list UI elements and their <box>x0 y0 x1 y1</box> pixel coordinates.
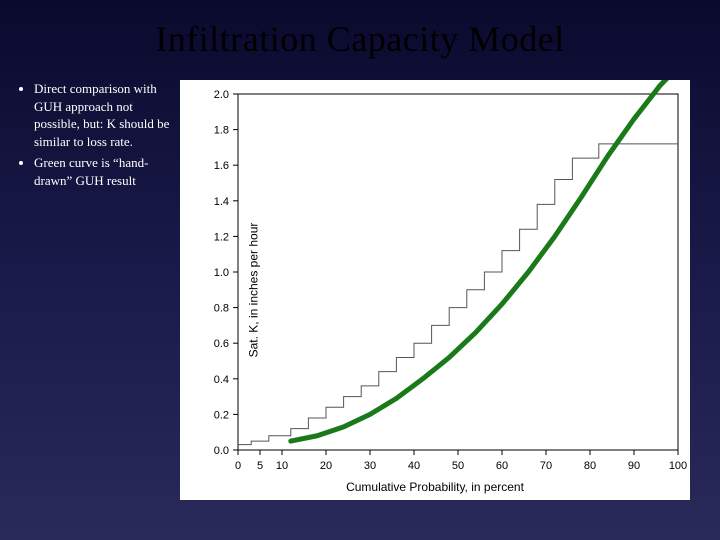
bullet-list: Direct comparison with GUH approach not … <box>10 80 180 500</box>
svg-text:100: 100 <box>669 460 687 472</box>
svg-text:90: 90 <box>628 460 640 472</box>
bullet-item: Direct comparison with GUH approach not … <box>34 80 180 150</box>
svg-text:1.0: 1.0 <box>214 267 229 279</box>
svg-text:1.2: 1.2 <box>214 231 229 243</box>
svg-text:80: 80 <box>584 460 596 472</box>
svg-text:0.2: 0.2 <box>214 409 229 421</box>
svg-text:60: 60 <box>496 460 508 472</box>
svg-text:1.4: 1.4 <box>214 196 229 208</box>
svg-text:0: 0 <box>235 460 241 472</box>
y-axis-label: Sat. K, in inches per hour <box>246 223 260 358</box>
chart-panel: Sat. K, in inches per hour Cumulative Pr… <box>180 80 690 500</box>
svg-text:20: 20 <box>320 460 332 472</box>
slide-title: Infiltration Capacity Model <box>0 0 720 60</box>
svg-text:1.8: 1.8 <box>214 125 229 137</box>
svg-text:40: 40 <box>408 460 420 472</box>
content-row: Direct comparison with GUH approach not … <box>0 60 720 500</box>
svg-text:0.0: 0.0 <box>214 445 229 457</box>
svg-text:0.4: 0.4 <box>214 374 229 386</box>
svg-text:1.6: 1.6 <box>214 160 229 172</box>
svg-text:0.6: 0.6 <box>214 338 229 350</box>
x-axis-label: Cumulative Probability, in percent <box>180 480 690 494</box>
bullet-item: Green curve is “hand-drawn” GUH result <box>34 154 180 189</box>
svg-text:30: 30 <box>364 460 376 472</box>
svg-text:50: 50 <box>452 460 464 472</box>
svg-text:0.8: 0.8 <box>214 303 229 315</box>
svg-text:70: 70 <box>540 460 552 472</box>
svg-text:5: 5 <box>257 460 263 472</box>
svg-text:2.0: 2.0 <box>214 89 229 101</box>
svg-text:10: 10 <box>276 460 288 472</box>
